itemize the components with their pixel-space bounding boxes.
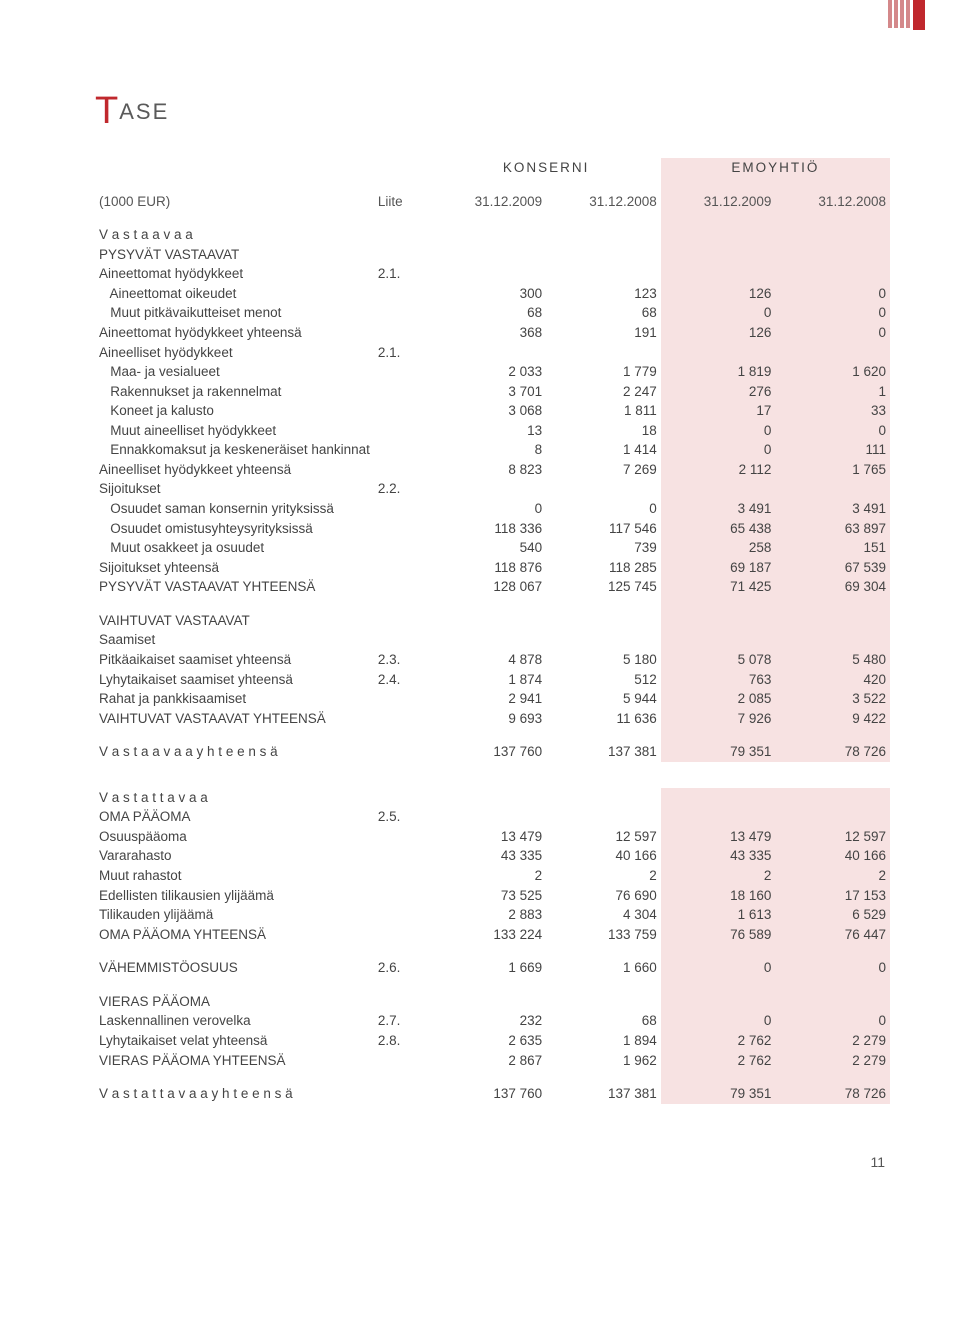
table-row: Koneet ja kalusto3 0681 8111733 bbox=[95, 401, 890, 421]
title-rest: ASE bbox=[119, 99, 169, 124]
currency-label: (1000 EUR) bbox=[95, 192, 374, 212]
row-sijoitukset: Sijoitukset bbox=[95, 479, 374, 499]
page-number: 11 bbox=[95, 1154, 890, 1170]
title-initial: T bbox=[95, 90, 119, 132]
table-row: Sijoitukset yhteensä118 876118 28569 187… bbox=[95, 558, 890, 578]
table-row: Rahat ja pankkisaamiset2 9415 9442 0853 … bbox=[95, 689, 890, 709]
table-row: Pitkäaikaiset saamiset yhteensä2.3.4 878… bbox=[95, 650, 890, 670]
table-row: Muut osakkeet ja osuudet540739258151 bbox=[95, 538, 890, 558]
row-vieras-paaoma: VIERAS PÄÄOMA bbox=[95, 992, 374, 1012]
table-row: VAIHTUVAT VASTAAVAT YHTEENSÄ9 69311 6367… bbox=[95, 709, 890, 729]
table-row: OMA PÄÄOMA YHTEENSÄ133 224133 75976 5897… bbox=[95, 925, 890, 945]
row-aineelliset-hyod: Aineelliset hyödykkeet bbox=[95, 343, 374, 363]
heading-vaihtuvat: VAIHTUVAT VASTAAVAT bbox=[95, 611, 374, 631]
table-row: Muut pitkävaikutteiset menot686800 bbox=[95, 303, 890, 323]
col-2009-e: 31.12.2009 bbox=[661, 192, 776, 212]
table-row: Rakennukset ja rakennelmat3 7012 2472761 bbox=[95, 382, 890, 402]
table-row: VÄHEMMISTÖOSUUS2.6.1 6691 66000 bbox=[95, 958, 890, 978]
row-oma-paaoma: OMA PÄÄOMA bbox=[95, 807, 374, 827]
page-title: TASE bbox=[95, 90, 890, 133]
table-row: PYSYVÄT VASTAAVAT YHTEENSÄ128 067125 745… bbox=[95, 577, 890, 597]
table-row: Ennakkomaksut ja keskeneräiset hankinnat… bbox=[95, 440, 890, 460]
table-row: Edellisten tilikausien ylijäämä73 52576 … bbox=[95, 886, 890, 906]
balance-sheet-table: KONSERNI EMOYHTIÖ (1000 EUR) Liite 31.12… bbox=[95, 158, 890, 1104]
col-2008-e: 31.12.2008 bbox=[775, 192, 890, 212]
heading-vastaavaa: V a s t a a v a a bbox=[95, 225, 374, 245]
table-row: Osuuspääoma13 47912 59713 47912 597 bbox=[95, 827, 890, 847]
table-row: Osuudet omistusyhteysyrityksissä118 3361… bbox=[95, 519, 890, 539]
table-row: Osuudet saman konsernin yrityksissä003 4… bbox=[95, 499, 890, 519]
table-row: Lyhytaikaiset velat yhteensä2.8.2 6351 8… bbox=[95, 1031, 890, 1051]
table-row: VIERAS PÄÄOMA YHTEENSÄ2 8671 9622 7622 2… bbox=[95, 1051, 890, 1071]
table-row: Lyhytaikaiset saamiset yhteensä2.4.1 874… bbox=[95, 670, 890, 690]
liite-header: Liite bbox=[374, 192, 432, 212]
table-row: Muut aineelliset hyödykkeet131800 bbox=[95, 421, 890, 441]
group-emoyhtio: EMOYHTIÖ bbox=[661, 158, 890, 178]
column-header-row: (1000 EUR) Liite 31.12.2009 31.12.2008 3… bbox=[95, 192, 890, 212]
row-aineettomat-hyod: Aineettomat hyödykkeet bbox=[95, 264, 374, 284]
col-2008-k: 31.12.2008 bbox=[546, 192, 661, 212]
table-row: Aineettomat hyödykkeet yhteensä368191126… bbox=[95, 323, 890, 343]
table-row: Aineettomat oikeudet3001231260 bbox=[95, 284, 890, 304]
table-row: Laskennallinen verovelka2.7.2326800 bbox=[95, 1011, 890, 1031]
table-row: Aineelliset hyödykkeet yhteensä8 8237 26… bbox=[95, 460, 890, 480]
heading-vastattavaa: V a s t a t t a v a a bbox=[95, 788, 374, 808]
table-row: V a s t a t t a v a a y h t e e n s ä137… bbox=[95, 1084, 890, 1104]
table-row: Vararahasto43 33540 16643 33540 166 bbox=[95, 846, 890, 866]
table-row: Tilikauden ylijäämä2 8834 3041 6136 529 bbox=[95, 905, 890, 925]
group-header-row: KONSERNI EMOYHTIÖ bbox=[95, 158, 890, 178]
table-row: Maa- ja vesialueet2 0331 7791 8191 620 bbox=[95, 362, 890, 382]
table-row: V a s t a a v a a y h t e e n s ä137 760… bbox=[95, 742, 890, 762]
col-2009-k: 31.12.2009 bbox=[432, 192, 547, 212]
row-saamiset: Saamiset bbox=[95, 630, 374, 650]
group-konserni: KONSERNI bbox=[432, 158, 661, 178]
heading-pysyvat: PYSYVÄT VASTAAVAT bbox=[95, 245, 374, 265]
table-row: Muut rahastot2222 bbox=[95, 866, 890, 886]
